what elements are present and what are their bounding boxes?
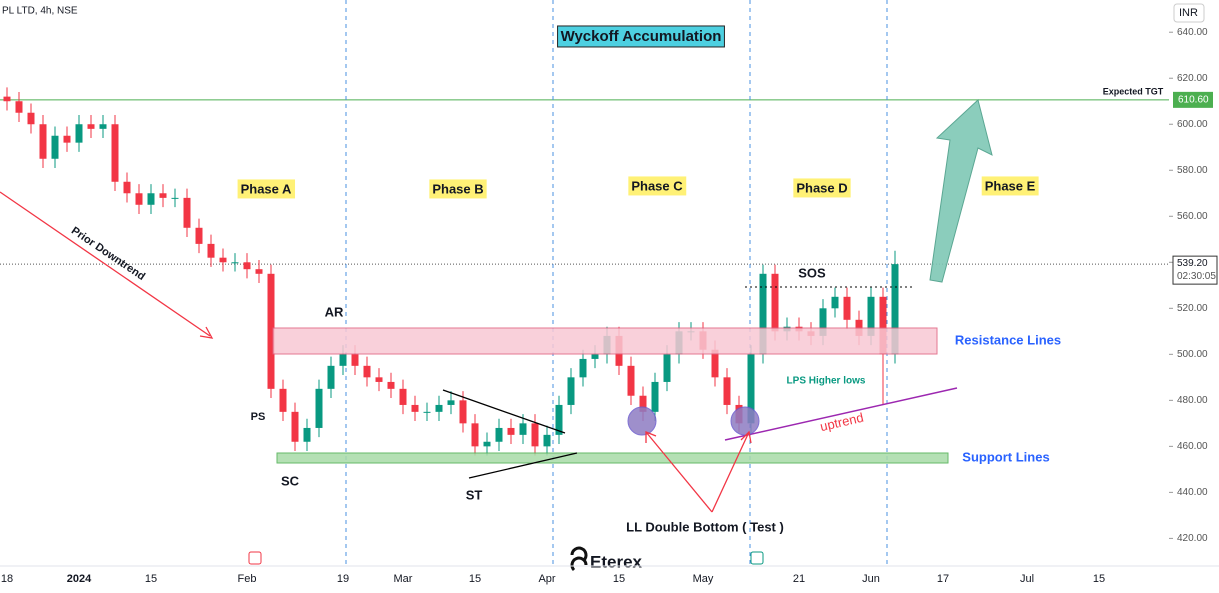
phase-label: Phase D [796, 180, 847, 195]
annotation: PS [251, 411, 266, 423]
logo: Eterex [570, 546, 643, 572]
x-tick-label: May [693, 573, 714, 585]
event-icon [248, 551, 262, 565]
arrow-head [645, 431, 657, 443]
y-tick-label: 480.00 [1177, 395, 1208, 406]
phase-label: Phase C [631, 178, 683, 193]
x-tick-label: 19 [337, 573, 349, 585]
x-tick-label: 15 [469, 573, 481, 585]
annotation: Prior Downtrend [69, 225, 147, 283]
logo-text: Eterex [590, 552, 643, 571]
y-tick-label: 560.00 [1177, 211, 1208, 222]
y-tick-label: 640.00 [1177, 27, 1208, 38]
x-tick-label: 15 [613, 573, 625, 585]
annotation: uptrend [819, 410, 865, 435]
heading: Wyckoff Accumulation [561, 28, 722, 45]
uptrend-line [724, 387, 958, 441]
x-tick-label: Feb [238, 573, 257, 585]
arrow-head [199, 326, 214, 339]
countdown: 02:30:05 [1177, 271, 1216, 282]
label-bg [628, 176, 687, 196]
target-arrow [929, 99, 993, 283]
label-bg [237, 179, 296, 199]
x-tick-label: 18 [1, 573, 13, 585]
annotation: SC [281, 473, 300, 488]
phase-label: Phase A [241, 181, 292, 196]
y-tick-label: 520.00 [1177, 303, 1208, 314]
triangle-line [442, 389, 566, 434]
annotation: AR [325, 304, 344, 319]
y-tick-label: 620.00 [1177, 73, 1208, 84]
target-label: 610.60 [1178, 94, 1209, 105]
annotation: Resistance Lines [955, 332, 1061, 347]
phase-label: Phase B [432, 181, 483, 196]
triangle-line [468, 452, 578, 479]
phase-label: Phase E [985, 178, 1036, 193]
price-axis [1169, 0, 1219, 593]
label-bg [429, 179, 487, 199]
annotation: LPS Higher lows [787, 376, 866, 387]
x-tick-label: 2024 [67, 573, 92, 585]
x-tick-label: 17 [937, 573, 949, 585]
arrow [645, 431, 713, 513]
y-tick-label: 420.00 [1177, 533, 1208, 544]
resistance-zone [272, 327, 938, 355]
currency: INR [1179, 7, 1198, 19]
annotation: SOS [798, 265, 826, 280]
logo-icon [570, 546, 588, 572]
y-tick-label: 580.00 [1177, 165, 1208, 176]
y-tick-label: 600.00 [1177, 119, 1208, 130]
test-circle [730, 406, 760, 436]
y-tick-label: 460.00 [1177, 441, 1208, 452]
last-price-tag [1172, 255, 1218, 285]
target-name: Expected TGT [1103, 86, 1164, 96]
annotation: LL Double Bottom ( Test ) [626, 519, 784, 534]
x-tick-label: Apr [538, 573, 555, 585]
label-bg [557, 25, 725, 48]
downtrend-line [0, 191, 211, 337]
annotation: Support Lines [962, 449, 1049, 464]
x-tick-label: Jul [1020, 573, 1034, 585]
last-price-label: 539.20 [1177, 258, 1208, 269]
annotation: ST [466, 487, 483, 502]
arrow [711, 431, 750, 513]
support-zone [276, 452, 949, 464]
label-bg [981, 176, 1039, 196]
x-tick-label: 15 [1093, 573, 1105, 585]
x-tick-label: 15 [145, 573, 157, 585]
label-bg [793, 178, 851, 198]
target-tag [1173, 91, 1213, 108]
x-tick-label: Mar [394, 573, 413, 585]
y-tick-label: 440.00 [1177, 487, 1208, 498]
x-tick-label: Jun [862, 573, 880, 585]
arrow-head [740, 430, 752, 444]
x-tick-label: 21 [793, 573, 805, 585]
test-circle [627, 406, 657, 436]
currency-box [1173, 3, 1205, 23]
y-tick-label: 500.00 [1177, 349, 1208, 360]
event-icon [750, 551, 764, 565]
chart-title: PL LTD, 4h, NSE [2, 6, 78, 17]
phase-dividers [345, 0, 888, 566]
